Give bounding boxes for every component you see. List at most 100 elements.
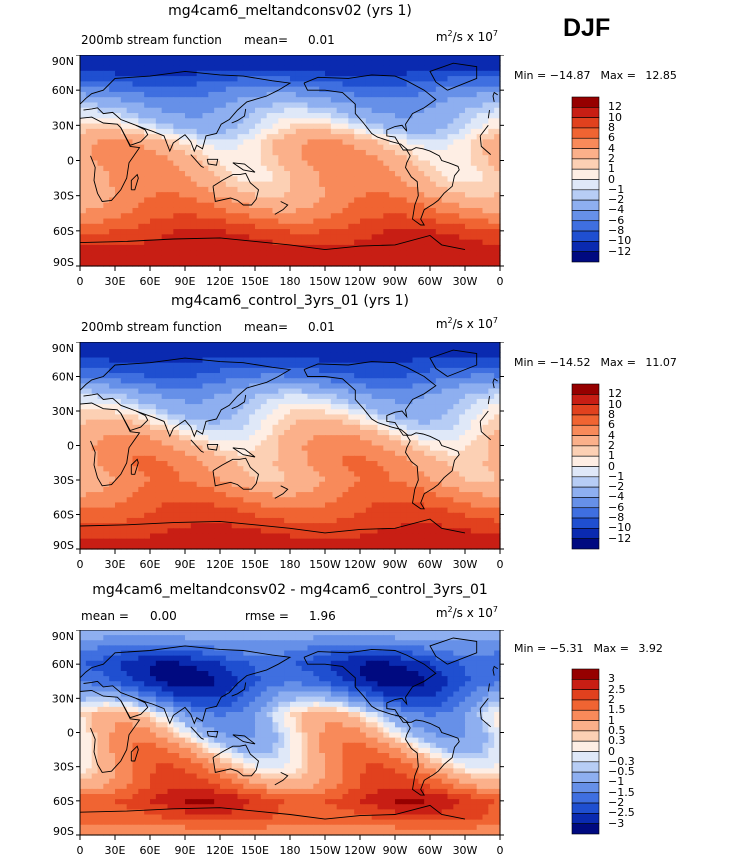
field-cell [488, 424, 495, 431]
field-cell [430, 255, 437, 262]
field-cell [80, 134, 87, 140]
field-cell [295, 202, 303, 209]
field-cell [377, 466, 384, 472]
field-cell [441, 409, 449, 416]
field-cell [435, 445, 443, 452]
field-cell [284, 176, 291, 183]
field-cell [465, 260, 472, 267]
field-cell [430, 373, 437, 379]
field-cell [459, 55, 466, 61]
field-cell [237, 476, 244, 483]
field-cell [424, 404, 431, 410]
field-cell [412, 134, 419, 140]
field-cell [459, 440, 466, 447]
field-cell [342, 81, 349, 88]
field-cell [377, 461, 384, 467]
field-cell [97, 165, 104, 172]
field-cell [488, 181, 495, 188]
field-cell [85, 347, 93, 353]
field-cell [80, 440, 87, 447]
field-cell [155, 239, 163, 246]
field-cell [109, 202, 116, 209]
field-cell [167, 255, 174, 262]
field-cell [295, 128, 303, 135]
field-cell [260, 342, 268, 348]
field-cell [470, 373, 478, 379]
field-cell [208, 197, 215, 204]
field-cell [284, 455, 291, 462]
field-cell [278, 70, 285, 77]
field-cell [115, 476, 122, 483]
field-cell [237, 202, 244, 209]
field-cells [80, 55, 501, 267]
field-cell [115, 176, 122, 183]
field-cell [120, 176, 128, 183]
field-cell [342, 123, 349, 130]
field-cell [371, 107, 379, 114]
field-cell [307, 128, 314, 135]
field-cell [255, 347, 262, 353]
field-cell [342, 424, 349, 431]
field-cell [150, 213, 157, 220]
field-cell [190, 81, 198, 88]
field-cell [132, 223, 139, 230]
field-cell [459, 160, 466, 167]
field-cell [325, 409, 332, 416]
field-cell [389, 165, 396, 172]
field-cell [120, 414, 128, 421]
field-cell [185, 471, 192, 478]
field-cell [231, 213, 239, 220]
field-cell [91, 362, 99, 369]
field-cell [278, 97, 285, 104]
field-cell [389, 378, 396, 384]
field-cell [494, 76, 501, 82]
field-cell [103, 155, 110, 162]
field-cell [249, 424, 256, 431]
field-cell [190, 367, 198, 374]
field-cell [325, 476, 332, 483]
field-cell [278, 181, 285, 188]
field-cell [208, 134, 215, 140]
field-cell [453, 213, 460, 220]
field-cell [249, 367, 256, 374]
field-cell [418, 197, 425, 204]
field-cell [400, 450, 408, 457]
field-cell [249, 461, 256, 467]
field-cell [459, 429, 466, 436]
field-cell [85, 388, 93, 395]
field-cell [476, 367, 484, 374]
field-cell [377, 419, 384, 426]
field-cell [348, 450, 355, 457]
field-cell [325, 229, 332, 235]
field-cell [155, 181, 163, 188]
field-cell [179, 424, 186, 431]
field-cell [266, 234, 274, 241]
field-cell [488, 435, 495, 441]
field-cell [482, 455, 489, 462]
colorbar-swatch [571, 179, 600, 191]
field-cell [266, 357, 274, 364]
field-cell [161, 197, 169, 204]
field-cell [476, 97, 484, 104]
field-cell [400, 388, 408, 395]
field-cell [459, 476, 466, 483]
field-cell [424, 76, 431, 82]
field-cell [91, 383, 99, 390]
field-cell [126, 239, 134, 246]
field-cell [319, 424, 326, 431]
field-cell [395, 229, 402, 235]
field-cell [132, 176, 139, 183]
field-cell [97, 367, 104, 374]
field-cell [295, 352, 303, 359]
field-cell [400, 160, 408, 167]
field-cell [179, 123, 186, 130]
field-cell [173, 404, 180, 410]
field-cell [115, 207, 122, 214]
field-cell [441, 234, 449, 241]
field-cell [360, 192, 367, 199]
field-cell [202, 218, 209, 225]
field-cell [132, 207, 139, 214]
field-cell [482, 186, 489, 193]
field-cell [406, 207, 414, 214]
field-cell [459, 186, 466, 193]
